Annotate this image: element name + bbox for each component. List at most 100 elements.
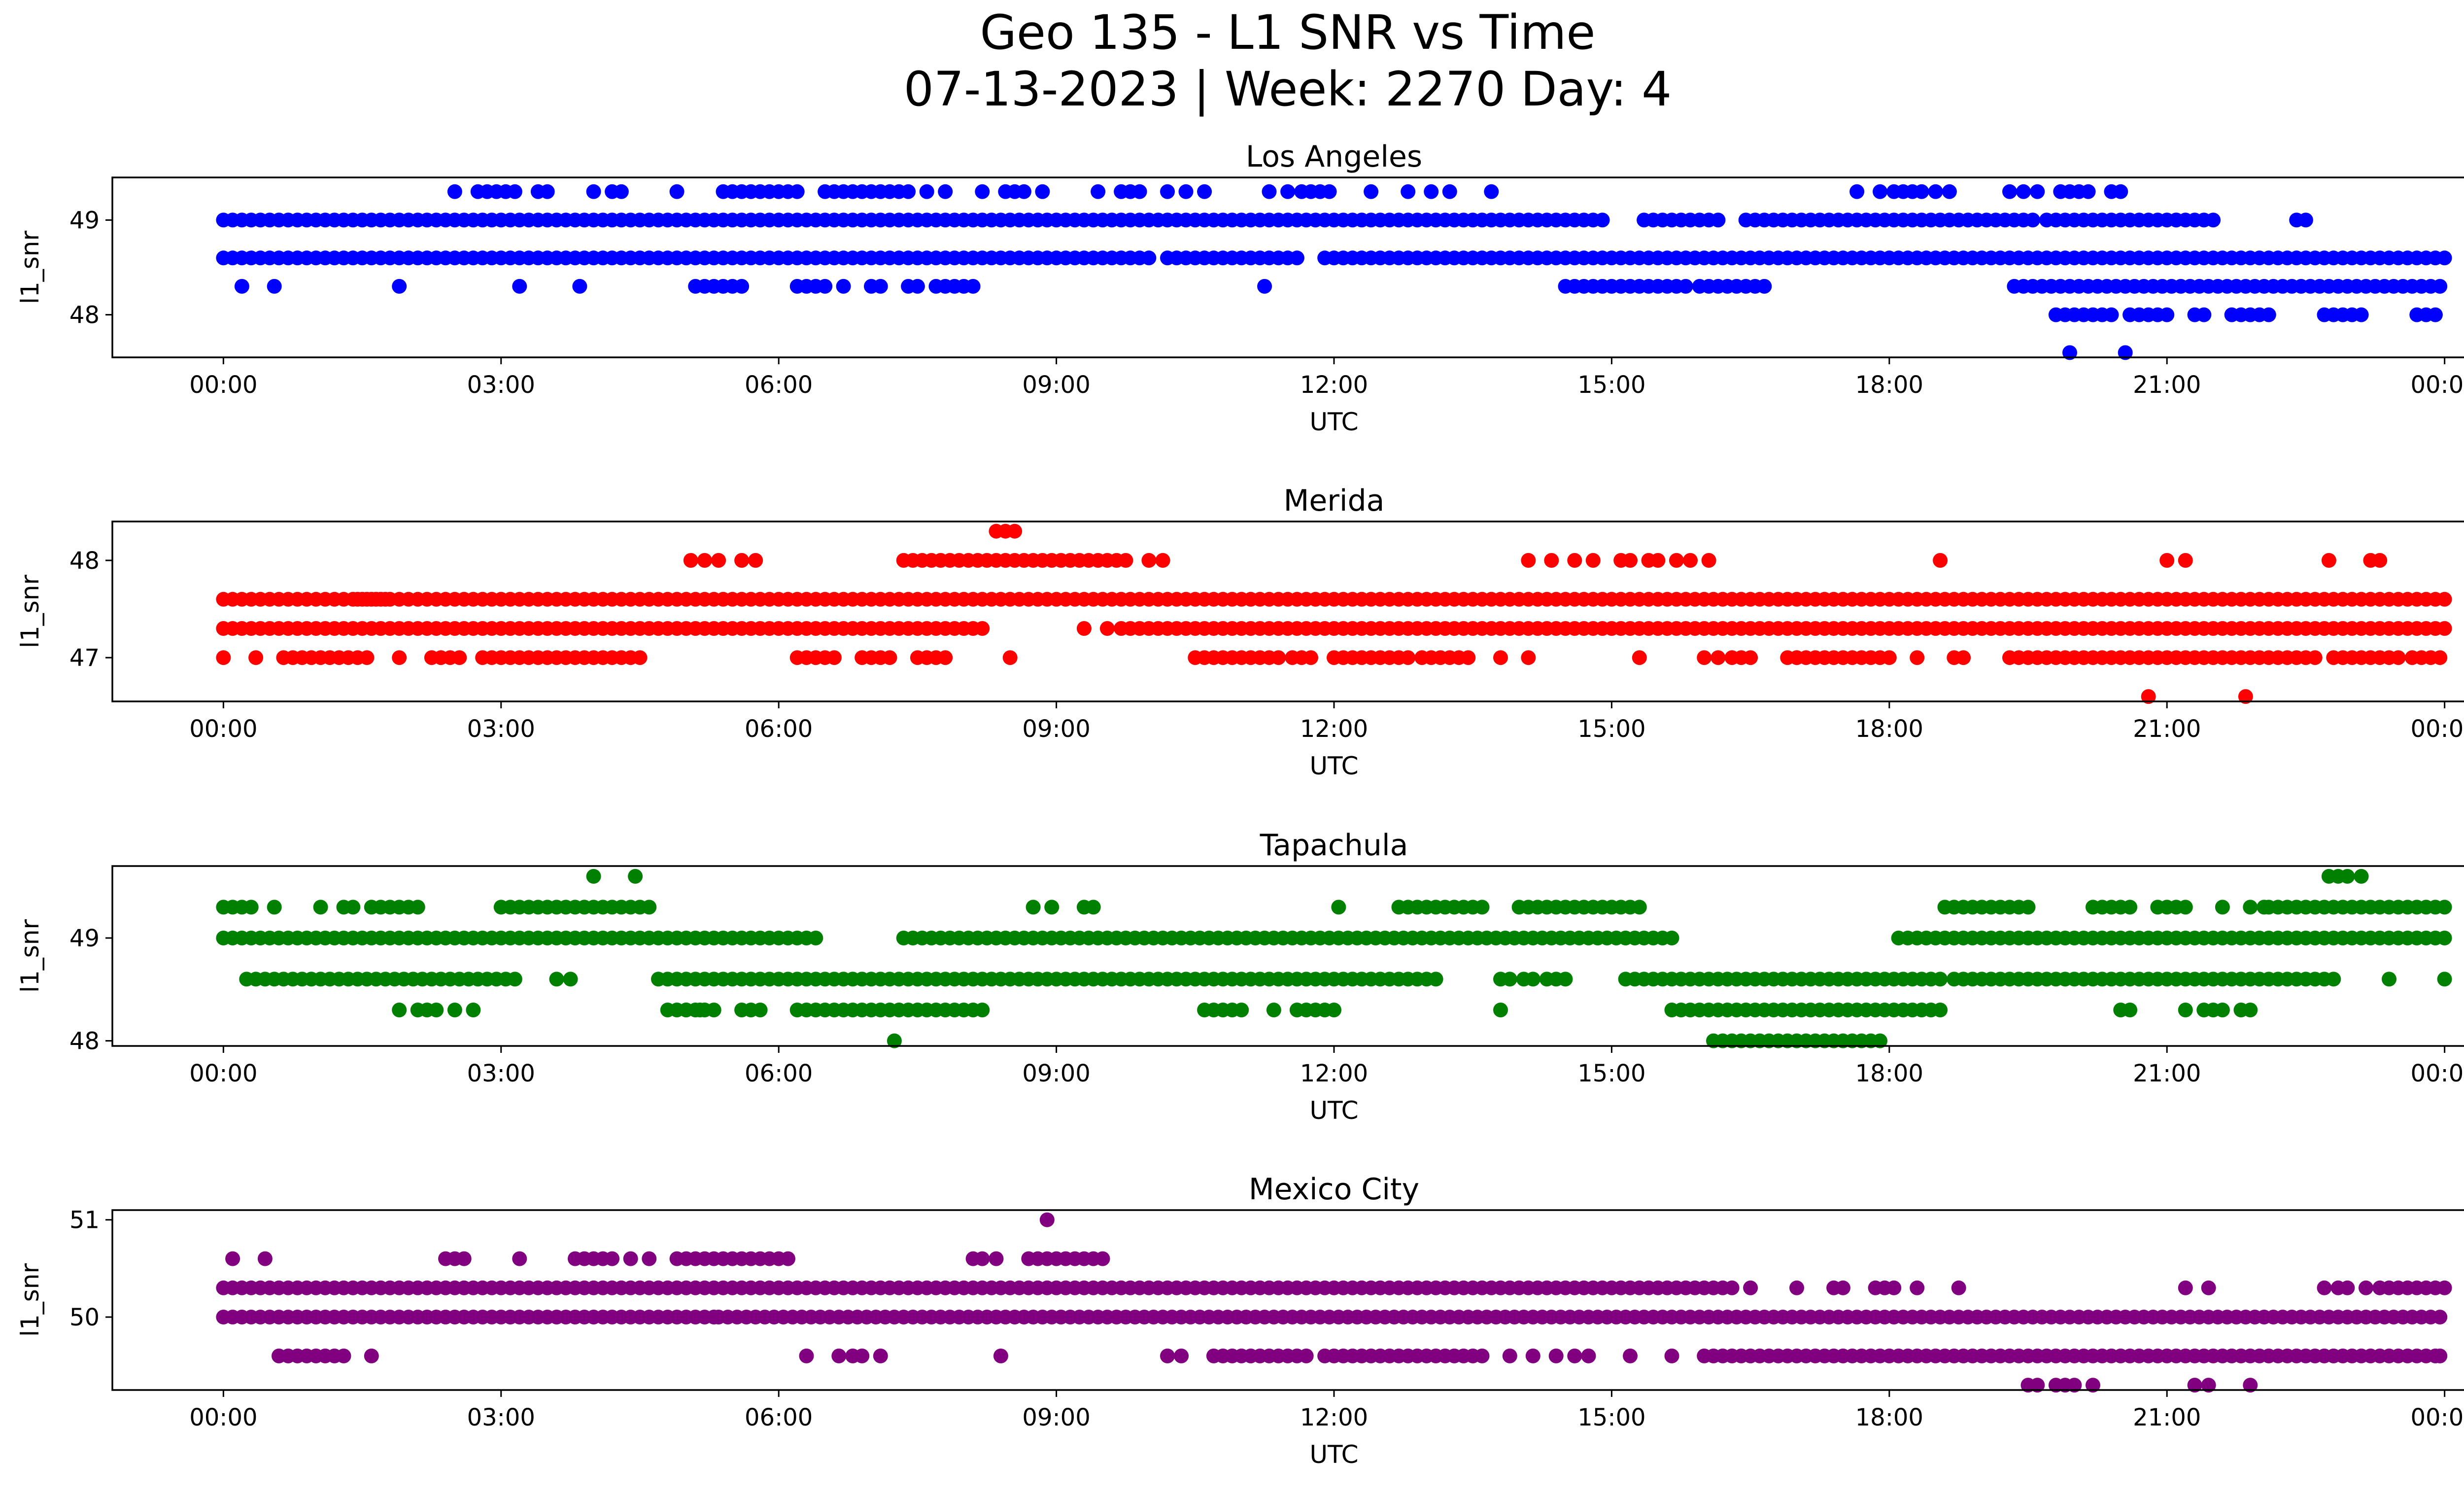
data-point — [1664, 1348, 1679, 1363]
data-point — [1910, 650, 1925, 665]
data-point — [711, 553, 726, 568]
data-point — [1178, 184, 1194, 199]
data-point — [1548, 1348, 1564, 1363]
x-tick-label: 21:00 — [2133, 371, 2201, 399]
data-point — [466, 1003, 481, 1017]
data-point — [1914, 184, 1929, 199]
data-point — [2206, 212, 2221, 228]
data-point — [2437, 621, 2452, 636]
data-point — [1933, 553, 1948, 568]
data-point — [919, 184, 934, 199]
data-point — [2067, 1378, 2082, 1393]
data-point — [225, 1251, 240, 1266]
x-tick-label: 09:00 — [1022, 1404, 1090, 1431]
data-point — [789, 184, 805, 199]
data-point — [1544, 553, 1559, 568]
x-tick-label: 12:00 — [1300, 1404, 1368, 1431]
data-point — [2317, 1280, 2332, 1295]
data-point — [873, 278, 888, 294]
data-point — [2437, 1280, 2452, 1295]
x-tick-label: 03:00 — [467, 371, 535, 399]
y-tick-label: 49 — [69, 207, 100, 234]
data-point — [1632, 900, 1647, 915]
x-tick-label: 06:00 — [745, 1404, 813, 1431]
data-point — [257, 1251, 273, 1266]
data-point — [1118, 553, 1133, 568]
data-point — [267, 278, 282, 294]
data-point — [2025, 212, 2040, 228]
x-tick-label: 18:00 — [1855, 1404, 1923, 1431]
data-point — [392, 650, 407, 665]
data-point — [447, 1003, 462, 1017]
data-point — [1322, 184, 1337, 199]
data-point — [1567, 553, 1582, 568]
data-point — [2437, 250, 2452, 266]
data-point — [669, 184, 684, 199]
data-point — [2122, 900, 2138, 915]
subplot-merida: Merida 00:00 03:00 06:00 09:00 12:00 15:00 18:0… — [16, 484, 2464, 780]
data-point — [1701, 553, 1716, 568]
data-point — [1711, 212, 1726, 228]
data-point — [392, 278, 407, 294]
y-axis-label: l1_snr — [16, 919, 44, 993]
data-point — [1521, 553, 1536, 568]
data-point — [1091, 184, 1106, 199]
data-point — [2030, 184, 2045, 199]
data-point — [216, 650, 231, 665]
data-point — [1525, 972, 1540, 987]
data-point — [2382, 972, 2396, 987]
y-tick-label: 51 — [69, 1207, 100, 1234]
data-point — [1873, 184, 1887, 199]
data-point — [623, 1251, 638, 1266]
data-point — [2081, 184, 2096, 199]
data-point — [1567, 1348, 1582, 1363]
data-point — [614, 184, 629, 199]
x-tick-label: 00:00 — [189, 1060, 257, 1087]
data-point — [1789, 650, 1804, 665]
data-point — [1035, 184, 1050, 199]
data-point — [2113, 184, 2128, 199]
data-point — [1664, 931, 1679, 945]
subplot-los-angeles: Los Angeles 00:00 03:00 06:00 09:00 12:00 15:0… — [16, 139, 2464, 436]
data-point — [1327, 1003, 1341, 1017]
subplot-title: Mexico City — [1249, 1172, 1419, 1207]
data-point — [1623, 553, 1638, 568]
data-point — [1724, 1280, 1740, 1295]
data-point — [1928, 184, 1943, 199]
data-point — [1428, 972, 1443, 987]
data-point — [831, 1348, 847, 1363]
data-point — [563, 972, 578, 987]
data-point — [1076, 621, 1092, 636]
data-point — [632, 650, 648, 665]
data-point — [2002, 184, 2017, 199]
data-point — [1026, 900, 1041, 915]
data-point — [2354, 869, 2369, 884]
x-tick-label: 18:00 — [1855, 715, 1923, 743]
data-point — [2215, 1003, 2230, 1017]
data-point — [748, 553, 763, 568]
data-point — [1956, 650, 1971, 665]
data-point — [1086, 900, 1101, 915]
data-point — [2201, 1378, 2216, 1393]
data-point — [429, 1003, 444, 1017]
data-point — [2030, 1378, 2045, 1393]
data-point — [2215, 900, 2230, 915]
subplot-tapachula: Tapachula 00:00 03:00 06:00 09:00 12:00 15:00 1… — [16, 828, 2464, 1125]
x-tick-label: 00:00 — [189, 715, 257, 743]
data-point — [826, 650, 842, 665]
data-point — [1262, 184, 1277, 199]
data-point — [836, 278, 851, 294]
data-point — [2359, 1280, 2373, 1295]
data-point — [605, 1251, 620, 1266]
data-point — [2321, 553, 2336, 568]
x-tick-label: 03:00 — [467, 1404, 535, 1431]
data-point — [2354, 307, 2369, 322]
data-point — [734, 278, 750, 294]
data-point — [2257, 900, 2272, 915]
data-point — [2178, 1280, 2193, 1295]
data-point — [2391, 650, 2406, 665]
data-point — [1299, 1348, 1314, 1363]
data-point — [1266, 1003, 1281, 1017]
